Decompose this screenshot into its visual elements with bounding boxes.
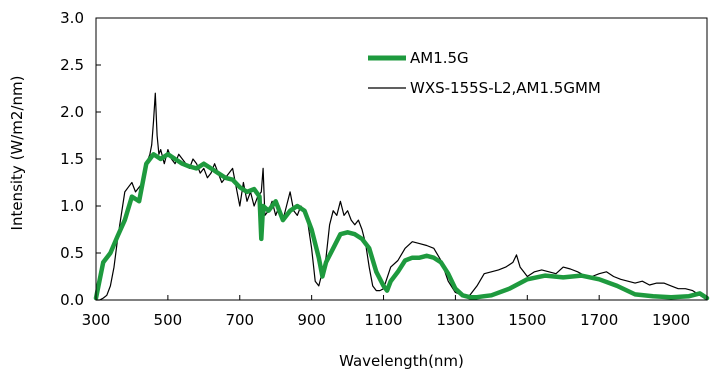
y-tick-label: 0.0 <box>60 291 84 309</box>
y-tick-label: 2.5 <box>60 56 84 74</box>
plot-frame <box>95 17 708 301</box>
series-layer <box>93 92 710 301</box>
x-tick-label: 300 <box>82 311 111 329</box>
legend-label-wxs: WXS-155S-L2,AM1.5GMM <box>410 79 601 97</box>
y-tick-label: 0.5 <box>60 244 84 262</box>
x-tick-labels: 300 500 700 900 1100 1300 1500 1700 1900 <box>82 311 690 329</box>
x-tick-label: 1300 <box>436 311 474 329</box>
x-tick-label: 1900 <box>652 311 690 329</box>
x-tick-label: 500 <box>154 311 183 329</box>
x-tick-label: 900 <box>297 311 326 329</box>
legend: AM1.5G WXS-155S-L2,AM1.5GMM <box>368 49 601 97</box>
x-tick-label: 1100 <box>364 311 402 329</box>
legend-label-am15g: AM1.5G <box>410 49 469 67</box>
y-tick-label: 3.0 <box>60 9 84 27</box>
x-axis-title: Wavelength(nm) <box>339 352 464 370</box>
series-line-am15g <box>93 152 710 301</box>
y-tick-label: 1.5 <box>60 150 84 168</box>
x-tick-label: 1500 <box>508 311 546 329</box>
y-tick-label: 1.0 <box>60 197 84 215</box>
y-tick-label: 2.0 <box>60 103 84 121</box>
series-line-wxs <box>95 92 708 301</box>
x-tick-label: 1700 <box>580 311 618 329</box>
tick-marks <box>95 17 672 301</box>
y-tick-labels: 0.0 0.5 1.0 1.5 2.0 2.5 3.0 <box>60 9 84 309</box>
y-axis-title: Intensity (W/m2/nm) <box>8 76 26 231</box>
x-tick-label: 700 <box>225 311 254 329</box>
